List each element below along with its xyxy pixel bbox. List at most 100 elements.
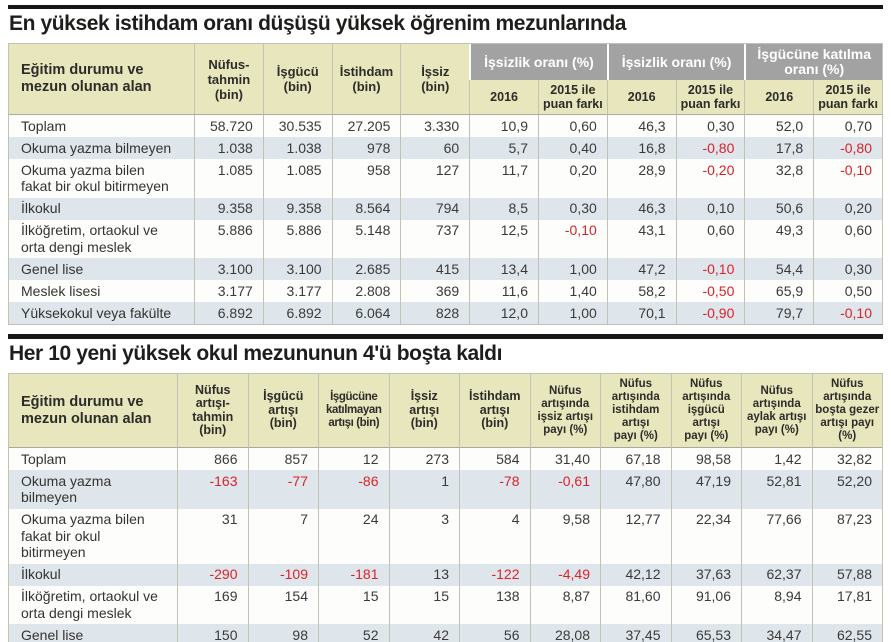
cell-value: -0,80 <box>675 137 745 159</box>
cell-value: 978 <box>331 137 401 159</box>
cell-value: 1 <box>388 470 459 509</box>
cell-value: 5,7 <box>469 137 538 159</box>
cell-value: 58.720 <box>194 115 263 137</box>
section-employment-rates: En yüksek istihdam oranı düşüşü yüksek ö… <box>8 12 883 325</box>
cell-value: 47,2 <box>606 258 676 280</box>
row-label: İlkokul <box>9 197 194 220</box>
cell-value: 3.177 <box>262 280 332 302</box>
cell-value: 169 <box>177 585 248 624</box>
cell-value: 12,0 <box>469 302 538 324</box>
data-table: Eğitim durumu ve mezun olunan alan Nüfus-… <box>9 44 882 324</box>
cell-value: 1,40 <box>537 280 607 302</box>
growth-shares-table-wrap: Eğitim durumu ve mezun olunan alan Nüfus … <box>8 373 883 642</box>
row-label: Meslek lisesi <box>9 280 194 302</box>
table-row: Genel lise 150 98 52 42 56 28,08 37,45 65,53 34,4… <box>9 624 882 642</box>
column-header: 2016 <box>469 80 538 115</box>
cell-value: 5.886 <box>194 219 263 258</box>
cell-value: 47,80 <box>600 470 671 509</box>
cell-value: -290 <box>177 563 248 586</box>
cell-value: 866 <box>177 448 248 470</box>
cell-value: -0,10 <box>675 258 745 280</box>
cell-value: 31 <box>177 508 248 564</box>
section-population-growth-shares: Her 10 yeni yüksek okul mezununun 4'ü bo… <box>8 342 883 642</box>
cell-value: 0,60 <box>537 115 607 137</box>
cell-value: 369 <box>400 280 470 302</box>
cell-value: -0,61 <box>529 470 600 509</box>
cell-value: 9.358 <box>194 197 263 220</box>
cell-value: 49,3 <box>744 219 814 258</box>
table-row: İlkokul -290 -109 -181 13 -122 -4,49 42,12 37,63… <box>9 563 882 586</box>
column-header: Nüfus artışında işsiz artışı payı (%) <box>529 374 600 448</box>
cell-value: 0,10 <box>675 197 745 220</box>
cell-value: 65,9 <box>744 280 814 302</box>
cell-value: 91,06 <box>670 585 741 624</box>
cell-value: 0,40 <box>537 137 607 159</box>
cell-value: -122 <box>459 563 530 586</box>
cell-value: 737 <box>400 219 470 258</box>
cell-value: 9,58 <box>529 508 600 564</box>
cell-value: 42,12 <box>600 563 671 586</box>
cell-value: 28,08 <box>529 624 600 642</box>
cell-value: 415 <box>400 258 470 280</box>
cell-value: 828 <box>400 302 470 324</box>
cell-value: 1,42 <box>741 448 812 470</box>
cell-value: 8,94 <box>741 585 812 624</box>
cell-value: 15 <box>318 585 389 624</box>
cell-value: 0,60 <box>675 219 745 258</box>
column-header: Eğitim durumu ve mezun olunan alan <box>9 374 177 448</box>
cell-value: -0,10 <box>813 302 882 324</box>
cell-value: 56 <box>459 624 530 642</box>
cell-value: 42 <box>388 624 459 642</box>
cell-value: 0,70 <box>813 115 882 137</box>
middle-rule <box>8 334 883 339</box>
cell-value: 1.038 <box>262 137 332 159</box>
cell-value: 8.564 <box>331 197 401 220</box>
cell-value: 62,55 <box>811 624 882 642</box>
cell-value: -86 <box>318 470 389 509</box>
cell-value: -163 <box>177 470 248 509</box>
cell-value: 12,5 <box>469 219 538 258</box>
table-row: Genel lise 3.100 3.100 2.685 415 13,4 1,00 47,2… <box>9 258 882 280</box>
cell-value: -181 <box>318 563 389 586</box>
cell-value: 0,20 <box>537 159 607 198</box>
cell-value: 70,1 <box>606 302 676 324</box>
row-label: Toplam <box>9 448 177 470</box>
cell-value: 13,4 <box>469 258 538 280</box>
cell-value: 11,7 <box>469 159 538 198</box>
cell-value: 1,00 <box>537 258 607 280</box>
cell-value: 43,1 <box>606 219 676 258</box>
cell-value: 34,47 <box>741 624 812 642</box>
cell-value: 6.892 <box>262 302 332 324</box>
cell-value: 65,53 <box>670 624 741 642</box>
cell-value: 6.064 <box>331 302 401 324</box>
row-label: İlköğretim, ortaokul ve orta dengi mesle… <box>9 585 177 624</box>
cell-value: 1,00 <box>537 302 607 324</box>
cell-value: -78 <box>459 470 530 509</box>
column-header: İşsiz artışı (bin) <box>388 374 459 448</box>
top-rule <box>8 5 883 9</box>
cell-value: 794 <box>400 197 470 220</box>
cell-value: 1.085 <box>262 159 332 198</box>
table-row: Toplam 58.720 30.535 27.205 3.330 10,9 0,60 46,… <box>9 115 882 137</box>
cell-value: 27.205 <box>331 115 401 137</box>
header-row: Eğitim durumu ve mezun olunan alan Nüfus … <box>9 374 882 448</box>
table-row: Okuma yazma bilmeyen -163 -77 -86 1 -78 -0,61 4… <box>9 470 882 509</box>
group-header: İşsizlik oranı (%) <box>606 44 745 80</box>
cell-value: 3.330 <box>400 115 470 137</box>
column-header: 2016 <box>744 80 814 115</box>
cell-value: 3 <box>388 508 459 564</box>
column-header: İstihdam (bin) <box>331 44 401 115</box>
row-label: Okuma yazma bilmeyen <box>9 470 177 509</box>
cell-value: 584 <box>459 448 530 470</box>
cell-value: 67,18 <box>600 448 671 470</box>
row-label: Genel lise <box>9 258 194 280</box>
data-table: Eğitim durumu ve mezun olunan alan Nüfus … <box>9 374 882 642</box>
row-label: Okuma yazma bilen fakat bir okul bitirme… <box>9 508 177 564</box>
cell-value: 0,20 <box>813 197 882 220</box>
column-header: Nüfus artışında boşta gezer artışı payı … <box>811 374 882 448</box>
row-label: İlköğretim, ortaokul ve orta dengi mesle… <box>9 219 194 258</box>
cell-value: 2.808 <box>331 280 401 302</box>
cell-value: 52,81 <box>741 470 812 509</box>
table-row: Okuma yazma bilen fakat bir okul bitirme… <box>9 159 882 198</box>
